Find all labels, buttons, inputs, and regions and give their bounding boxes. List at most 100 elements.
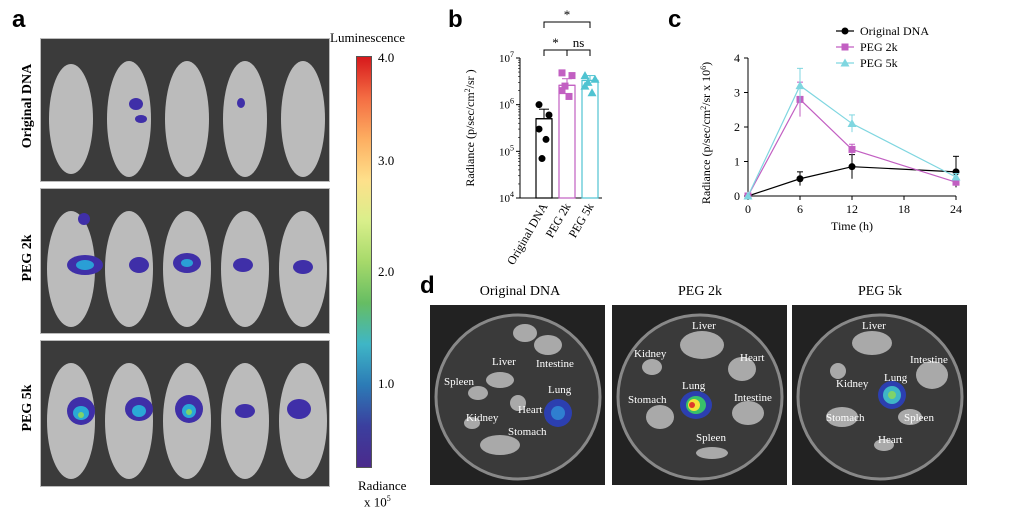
- data-point: [558, 69, 566, 77]
- series-line: [747, 84, 957, 197]
- data-point: [558, 87, 566, 95]
- data-point: [795, 81, 805, 90]
- colorbar-tick-2: 2.0: [378, 264, 395, 279]
- organ-dish-peg2k-drawing: Liver Kidney Heart Lung Stomach Intestin…: [616, 313, 784, 481]
- data-point: [545, 111, 553, 119]
- colorbar: [356, 56, 372, 468]
- mouse-image-original-dna: [40, 38, 330, 182]
- dish-title-original-dna: Original DNA: [479, 284, 561, 299]
- colorbar-unit-line1: Radiance: [358, 478, 407, 493]
- row-label-peg2k: PEG 2k: [20, 234, 35, 282]
- organ-label: Stomach: [826, 412, 865, 424]
- y-tick-label: 105: [499, 143, 514, 158]
- panel-label-a: a: [12, 6, 26, 33]
- organ-label: Kidney: [836, 378, 869, 390]
- x-tick-label: 18: [898, 202, 910, 216]
- significance-bracket-1-label: *: [564, 7, 571, 22]
- legend-marker: [840, 58, 850, 67]
- x-tick-label: 6: [797, 202, 803, 216]
- organ-label: Spleen: [696, 432, 726, 444]
- organ-label: Spleen: [444, 376, 474, 388]
- y-axis-label: Radiance (p/sec/cm2/sr x 106): [699, 62, 713, 204]
- data-point: [951, 172, 961, 181]
- organ-dish-peg5k: Liver Intestine Kidney Lung Stomach Sple…: [792, 305, 967, 485]
- colorbar-title: Luminescence: [330, 30, 406, 45]
- significance-bracket-1: [543, 21, 591, 28]
- x-tick-label: 0: [745, 202, 751, 216]
- organ-label: Stomach: [508, 426, 547, 438]
- bar: [581, 79, 599, 199]
- data-point: [587, 88, 597, 97]
- organ-label: Heart: [518, 404, 542, 416]
- organ-label: Kidney: [466, 412, 499, 424]
- y-tick-label: 106: [499, 97, 514, 112]
- data-point: [583, 77, 593, 86]
- x-axis-label: Time (h): [831, 219, 873, 233]
- x-tick-label: 12: [846, 202, 858, 216]
- y-tick-label: 1: [734, 155, 740, 169]
- dish-title-peg2k: PEG 2k: [678, 284, 722, 299]
- organ-dish-peg5k-drawing: Liver Intestine Kidney Lung Stomach Sple…: [796, 313, 964, 481]
- mouse-image-peg2k-drawing: [47, 211, 327, 327]
- y-axis-label: Radiance (p/sec/cm2/sr ): [463, 69, 477, 186]
- colorbar-tick-4: 4.0: [378, 50, 395, 65]
- data-point: [538, 155, 546, 163]
- legend-label: Original DNA: [860, 24, 929, 38]
- data-point: [848, 145, 856, 153]
- organ-label: Lung: [548, 384, 572, 396]
- organ-label: Spleen: [904, 412, 934, 424]
- data-point: [565, 92, 573, 100]
- organ-label: Intestine: [910, 354, 948, 366]
- y-tick-label: 107: [499, 50, 514, 65]
- organ-label: Heart: [878, 434, 902, 446]
- mouse-image-peg5k-drawing: [47, 363, 327, 479]
- y-tick-label: 104: [499, 190, 514, 205]
- mouse-image-peg5k: [40, 340, 330, 487]
- organ-label: Liver: [492, 356, 516, 368]
- organ-label: Liver: [862, 320, 886, 332]
- significance-bracket-3-label: ns: [573, 35, 585, 50]
- data-point: [580, 71, 590, 80]
- significance-bracket-2: [543, 49, 568, 56]
- data-point: [561, 82, 569, 90]
- data-point: [848, 163, 856, 171]
- organ-label: Lung: [682, 380, 706, 392]
- organ-dish-original-dna-drawing: Intestine Liver Spleen Lung Heart Kidney…: [434, 313, 602, 481]
- data-point: [590, 74, 600, 83]
- series-line: [747, 98, 957, 197]
- data-point: [952, 178, 960, 186]
- colorbar-unit-line2: x 105: [364, 494, 391, 510]
- organ-label: Intestine: [536, 358, 574, 370]
- organ-label: Liver: [692, 320, 716, 332]
- y-tick-label: 2: [734, 120, 740, 134]
- y-tick-label: 4: [734, 51, 740, 65]
- legend-label: PEG 5k: [860, 56, 898, 70]
- x-tick-label: 24: [950, 202, 962, 216]
- row-label-original-dna: Original DNA: [20, 63, 35, 149]
- panel-label-c: c: [668, 6, 682, 33]
- legend-marker: [841, 27, 849, 35]
- legend-label: PEG 2k: [860, 40, 898, 54]
- row-label-peg5k: PEG 5k: [20, 384, 35, 432]
- organ-label: Stomach: [628, 394, 667, 406]
- series-line: [747, 166, 957, 197]
- dish-title-peg5k: PEG 5k: [858, 284, 902, 299]
- data-point: [535, 125, 543, 133]
- colorbar-tick-1: 1.0: [378, 376, 395, 391]
- y-tick-label: 0: [734, 189, 740, 203]
- data-point: [796, 175, 804, 183]
- data-point: [568, 72, 576, 80]
- data-point: [847, 119, 857, 128]
- data-point: [743, 191, 753, 200]
- organ-dish-peg2k: Liver Kidney Heart Lung Stomach Intestin…: [612, 305, 787, 485]
- organ-label: Lung: [884, 372, 908, 384]
- legend-marker: [841, 43, 849, 51]
- data-point: [535, 101, 543, 109]
- bar: [558, 84, 576, 199]
- data-point: [542, 135, 550, 143]
- organ-label: Heart: [740, 352, 764, 364]
- organ-label: Kidney: [634, 348, 667, 360]
- panel-label-b: b: [448, 6, 463, 33]
